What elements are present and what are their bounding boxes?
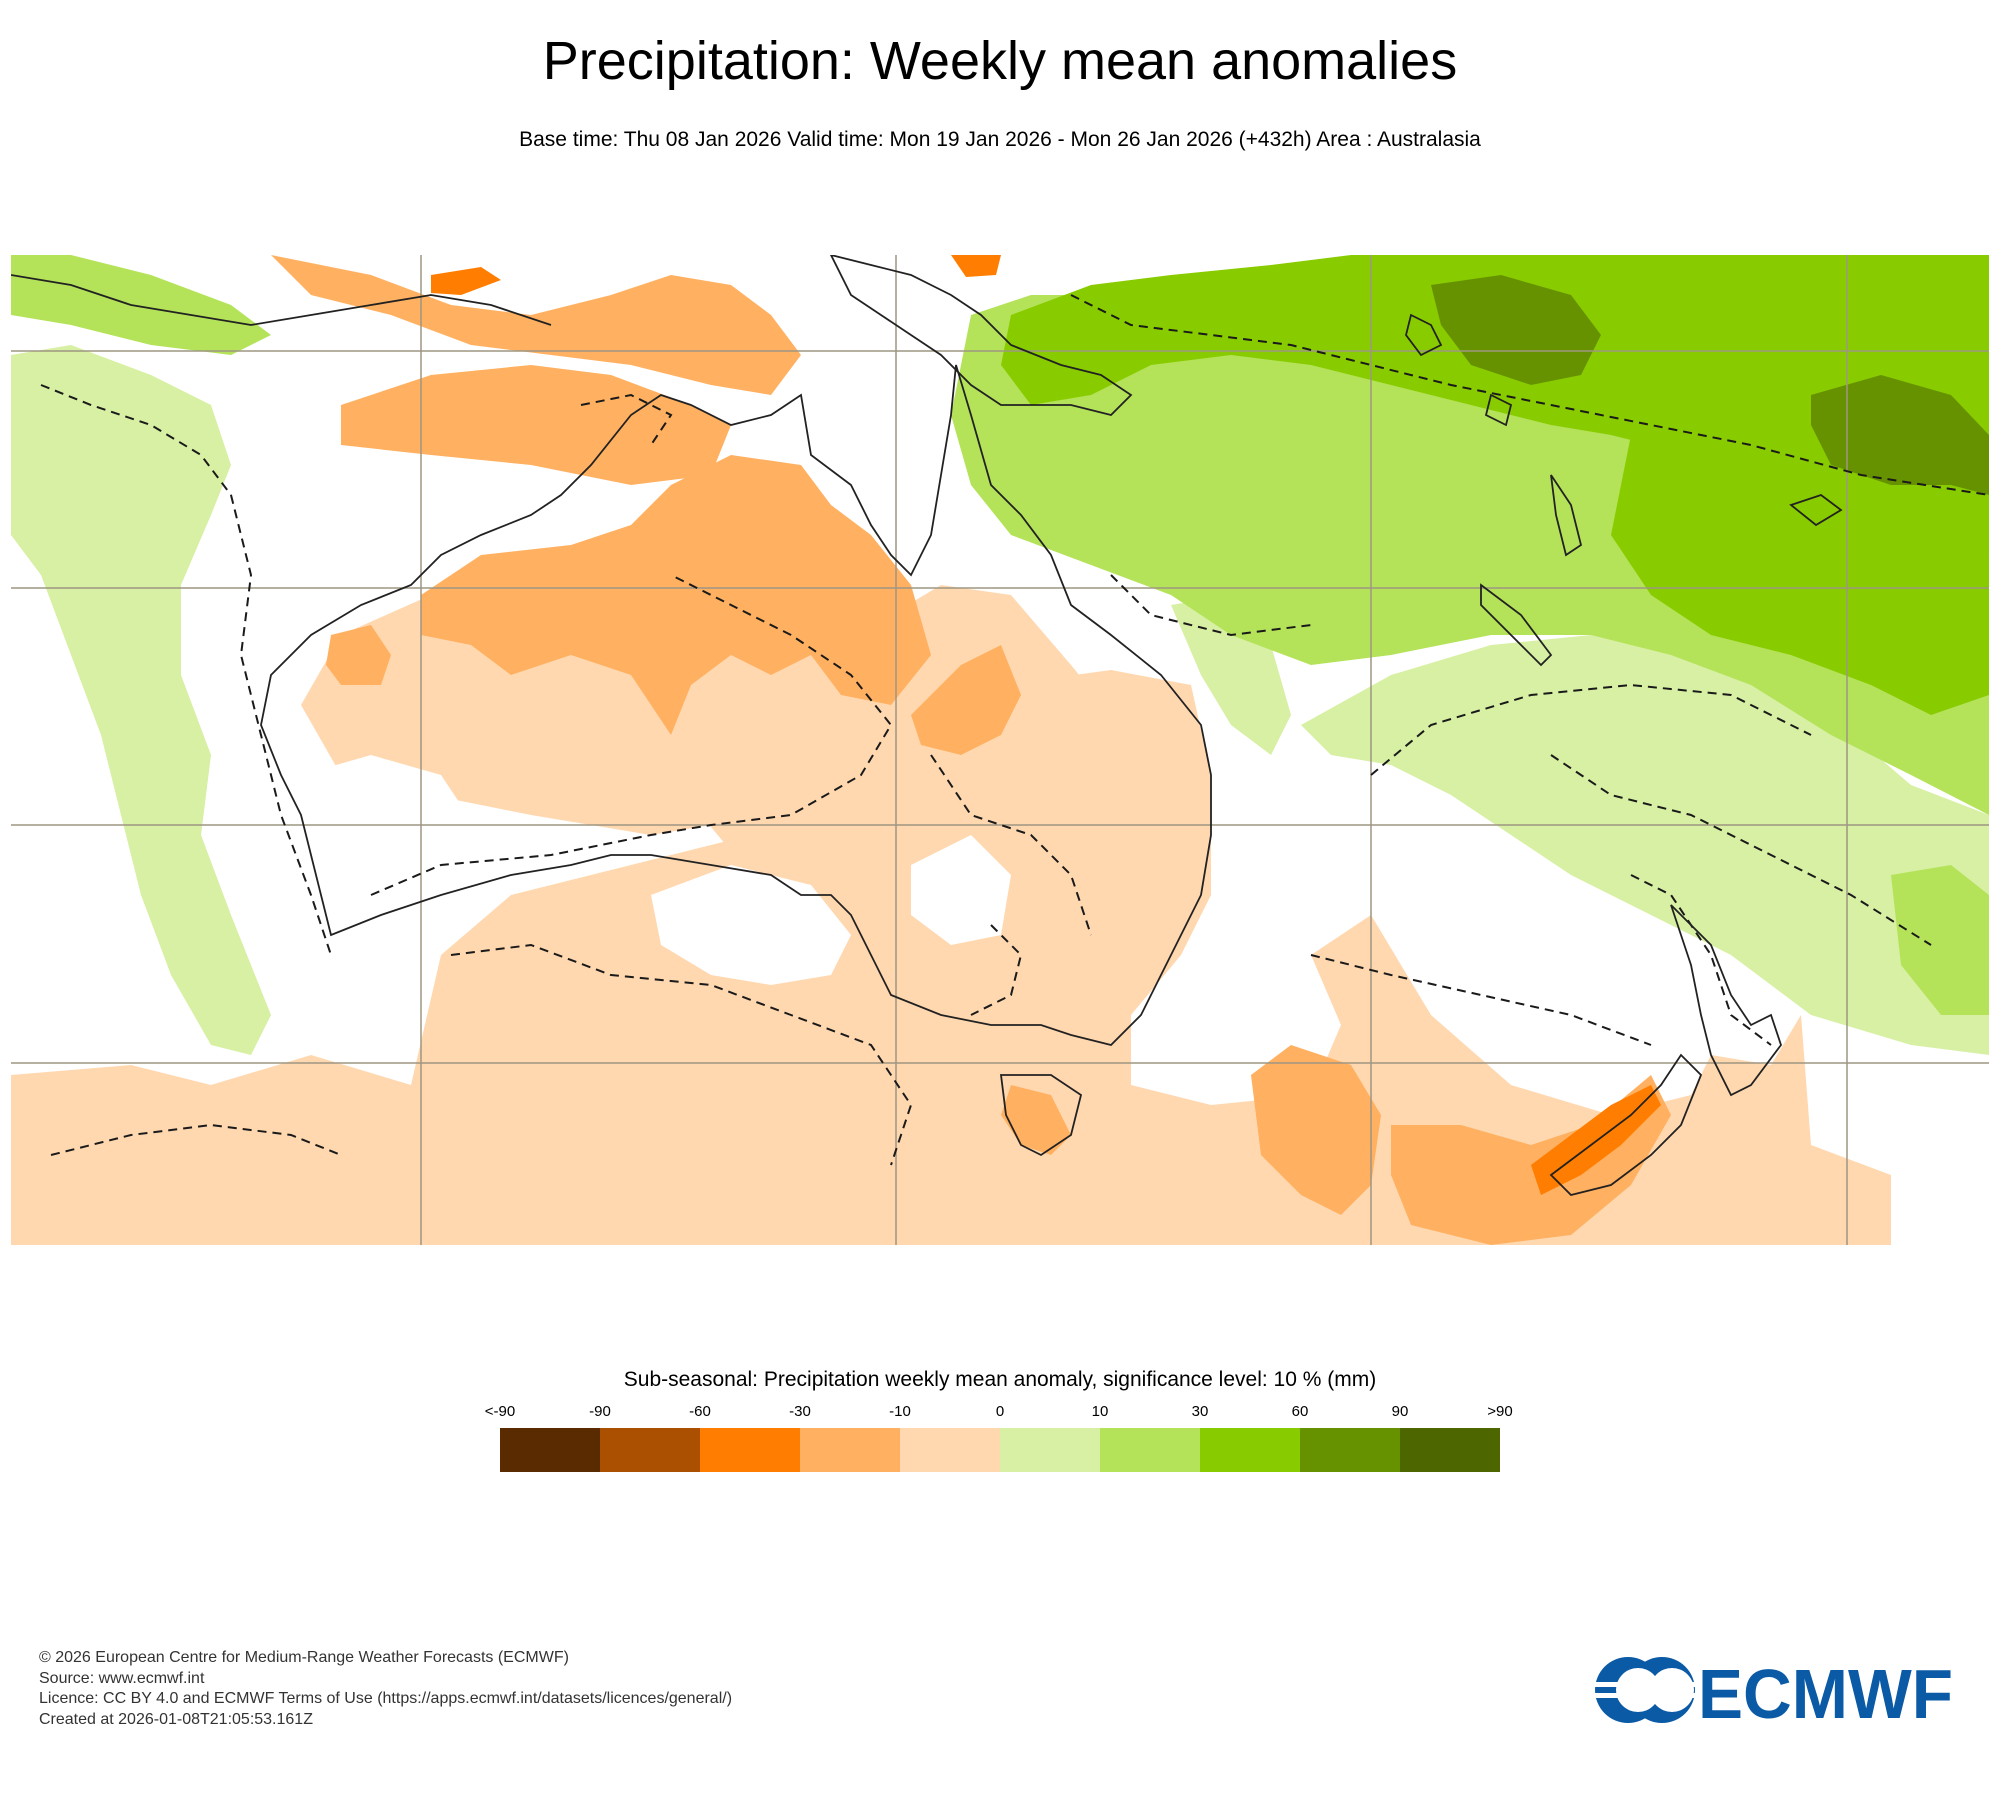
legend-tick-label: 30 — [1191, 1403, 1209, 1420]
anomaly-area-light-green-nz-east — [1891, 865, 1989, 1015]
anomaly-area-neutral-west — [301, 755, 481, 955]
legend-swatch — [1100, 1428, 1200, 1472]
australia-coastline — [260, 364, 1212, 1046]
fiji-coastline — [1789, 493, 1843, 527]
legend-swatch — [600, 1428, 700, 1472]
legend-swatch — [700, 1428, 800, 1472]
indonesia-coastline — [11, 274, 552, 326]
copyright-text: © 2026 European Centre for Medium-Range … — [39, 1649, 569, 1666]
source-text: Source: www.ecmwf.int — [39, 1669, 205, 1687]
map-title: Precipitation: Weekly mean anomalies — [542, 31, 1458, 91]
map-subtitle: Base time: Thu 08 Jan 2026 Valid time: M… — [519, 128, 1481, 151]
legend-tick-label: 10 — [1091, 1403, 1109, 1420]
anomaly-area-light-green-pacific — [951, 295, 1989, 815]
anomaly-area-green-coral — [1001, 255, 1989, 555]
anomaly-area-light-green-indian — [11, 255, 271, 355]
legend-tick-label: -60 — [689, 1403, 711, 1420]
anomaly-area-pale-green-west — [11, 345, 271, 1055]
anomaly-area-orange-indonesia — [271, 255, 801, 395]
significance-contours — [40, 294, 1989, 1166]
anomaly-area-neutral-center — [911, 835, 1011, 945]
nz-south-island-coastline — [1549, 1053, 1703, 1196]
created-text: Created at 2026-01-08T21:05:53.161Z — [39, 1710, 313, 1728]
legend-tick-label: <-90 — [484, 1403, 516, 1420]
anomaly-area-light-orange-interior — [701, 585, 1191, 975]
islands-coastline-2 — [1484, 393, 1513, 427]
anomaly-map — [11, 255, 1989, 1245]
legend-tick-label: -10 — [889, 1403, 911, 1420]
anomaly-area-orange-kimberley — [326, 625, 391, 685]
legend-tick-label: -30 — [789, 1403, 811, 1420]
legend-tick-label: 0 — [995, 1403, 1005, 1420]
anomaly-area-orange-north-australia — [421, 455, 931, 735]
legend-tick-label: >90 — [1487, 1403, 1513, 1420]
legend-tick-label: -90 — [589, 1403, 611, 1420]
legend-swatch — [1300, 1428, 1400, 1472]
anomaly-area-dark-green-1 — [1431, 275, 1601, 385]
anomaly-area-strong-orange-png — [951, 255, 1001, 277]
legend-swatch — [1200, 1428, 1300, 1472]
anomaly-area-strong-orange-nz — [1531, 1085, 1661, 1195]
anomaly-area-green-solomon — [1611, 435, 1989, 715]
legend-swatch — [900, 1428, 1000, 1472]
anomaly-area-orange-tasmania — [1001, 1085, 1071, 1155]
nz-north-island-coastline — [1670, 904, 1783, 1097]
anomaly-area-dark-green-2 — [1811, 375, 1989, 495]
legend-tick-label: 90 — [1391, 1403, 1409, 1420]
ecmwf-logo: ECMWF — [1590, 1652, 1960, 1733]
legend-labels: <-90 -90 -60 -30 -10 0 10 30 60 90 >90 — [485, 1403, 1513, 1423]
anomaly-area-orange-coral-sea — [911, 645, 1021, 755]
credits: © 2026 European Centre for Medium-Range … — [39, 1648, 732, 1730]
legend-swatch — [500, 1428, 600, 1472]
legend-swatch — [1000, 1428, 1100, 1472]
tasmania-coastline — [999, 1074, 1083, 1157]
anomaly-area-orange-timor-sea — [341, 365, 731, 485]
vanuatu-coastline — [1550, 474, 1583, 557]
coastlines — [11, 255, 1843, 1196]
legend-tick-label: 60 — [1291, 1403, 1309, 1420]
legend-swatch — [800, 1428, 900, 1472]
legend-colorbar — [500, 1428, 1500, 1472]
legend-swatch — [1400, 1428, 1500, 1472]
anomaly-area-strong-orange-banda — [431, 267, 501, 295]
anomaly-area-pale-green-pacific — [1301, 635, 1989, 1055]
licence-text: Licence: CC BY 4.0 and ECMWF Terms of Us… — [39, 1690, 733, 1707]
anomaly-area-orange-tasman — [1251, 1045, 1381, 1215]
anomaly-area-light-orange-sw — [11, 1135, 341, 1245]
legend-title: Sub-seasonal: Precipitation weekly mean … — [623, 1368, 1377, 1391]
ecmwf-logo-text: ECMWF — [1698, 1655, 1953, 1728]
png-coastline — [829, 255, 1133, 416]
new-caledonia-coastline — [1480, 583, 1553, 667]
map-grid — [11, 255, 1989, 1245]
islands-coastline-1 — [1405, 313, 1443, 357]
